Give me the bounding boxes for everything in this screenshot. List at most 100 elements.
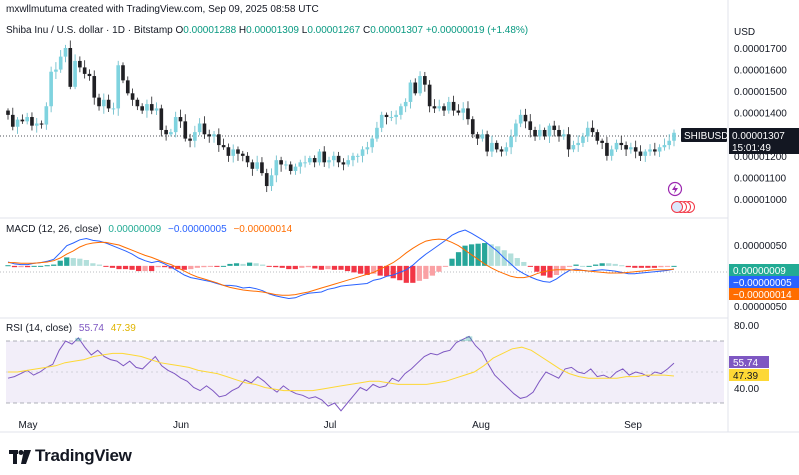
candle-body [552,125,557,130]
tradingview-logo[interactable]: TradingView [9,446,132,466]
macd-hist-bar [162,265,168,268]
flag-event-icon[interactable] [671,201,683,213]
macd-hist-bar [645,265,651,268]
candle-body [284,164,288,166]
macd-hist-bar [11,265,18,268]
candle-body [15,119,20,127]
macd-hist-bar [651,265,658,268]
candle-body [576,142,580,146]
candle-body [648,149,652,152]
candle-body [236,149,240,154]
macd-hist-bar [325,265,331,270]
macd-hist-bar [77,258,83,266]
macd-tick-label: 0.00000050 [734,241,787,252]
candle-body [557,129,561,137]
candles-group[interactable] [6,40,676,193]
candle-body [370,138,374,148]
high-value: 0.00001309 [246,25,299,36]
macd-label: MACD (12, 26, close) [6,224,102,235]
macd-hist-bar [299,265,305,268]
candle-body [34,123,39,126]
candle-body [269,175,274,187]
candle-body [169,132,173,135]
macd-hist-bar [90,263,96,266]
candle-body [466,108,470,120]
candle-body [600,140,604,143]
candle-body [509,136,513,148]
macd-hist-bar [671,265,677,267]
candle-body [63,48,68,57]
macd-hist-bar [416,265,422,281]
candle-body [82,67,87,74]
candle-body [274,160,279,176]
candle-body [451,101,456,111]
macd-hist-bar [586,265,592,267]
symbol-description: Shiba Inu / U.S. dollar · 1D · Bitstamp [6,25,173,36]
macd-hist-bar [449,258,455,266]
candle-body [279,160,283,165]
macd-hist-bar [612,263,618,266]
macd-hist-bar [207,265,214,267]
macd-hist-bar [429,265,436,276]
macd-hist-bar [521,261,527,266]
macd-hist-bar [410,265,416,283]
candle-body [346,160,351,165]
macd-hist-bar [534,265,540,272]
macd-hist-bar [364,265,370,275]
candle-body [657,147,662,152]
macd-hist-bar [599,263,605,266]
rsi-tick-label: 80.00 [734,321,759,332]
macd-hist-bar [540,265,547,276]
macd-hist-bar [188,265,194,270]
macd-hist-bar [129,265,135,270]
candle-body [164,129,168,135]
time-tick-label: Jun [173,420,189,431]
macd-hist-bar [240,263,246,266]
macd-hist-bar [344,265,351,272]
close-key: C [362,25,371,36]
macd-hist-bar [135,265,142,272]
symbol-tag: SHIBUSD [684,131,728,142]
candle-body [312,158,317,163]
macd-hist-bar [109,265,116,268]
macd-hist-bar [181,265,187,270]
macd-hist-bar [508,253,514,266]
time-tick-label: May [19,420,38,431]
countdown-tag: 15:01:49 [732,143,771,154]
candle-body [20,119,25,122]
candle-body [207,134,212,137]
open-key: O [175,25,184,36]
candle-body [542,129,547,137]
candle-body [54,69,58,72]
macd-hist-bar [5,265,11,267]
rsi-overbought-fill [75,337,82,341]
rsi-label: RSI (14, close) [6,323,73,334]
candle-body [442,106,446,111]
candle-body [226,147,231,156]
macd-hist-bar [273,265,279,268]
candle-body [355,155,360,157]
candle-body [39,123,44,125]
candle-body [456,110,461,113]
macd-hist-bar [18,265,24,268]
candle-body [538,129,542,137]
change-value: +0.00000019 (+1.48%) [425,25,529,36]
candle-body [643,151,648,156]
macd-hist-bar [436,265,442,272]
candle-body [221,145,226,148]
macd-hist-bar [357,265,364,274]
macd-hist-bar [246,262,253,266]
price-tag-box [729,128,799,154]
rsi-value: 55.74 [78,323,104,334]
candle-body [461,108,466,113]
macd-hist-bar [606,263,612,266]
candle-body [360,149,365,156]
price-axis-currency: USD [734,27,755,38]
macd-hist-bar [384,265,390,277]
macd-hist-bar [227,263,233,266]
macd-hist-bar [57,260,63,266]
macd-hist-bar [638,265,644,268]
rsi-overbought-fill [459,339,466,341]
macd-hist-bar [455,252,462,266]
